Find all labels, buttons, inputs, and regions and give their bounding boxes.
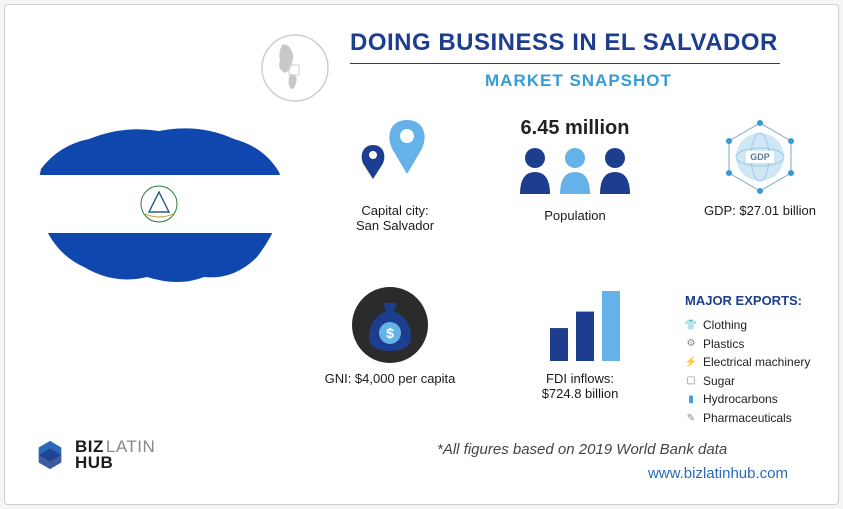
stat-fdi: FDI inflows: $724.8 billion — [505, 285, 655, 401]
electrical-icon: ⚡ — [685, 356, 697, 368]
plastics-icon: ⚙ — [685, 338, 697, 350]
map-pin-icon — [325, 117, 465, 197]
stat-population: 6.45 million Population — [495, 117, 655, 223]
gni-label: GNI: $4,000 per capita — [305, 371, 475, 386]
export-label: Sugar — [703, 372, 735, 391]
population-label: Population — [495, 208, 655, 223]
hydrocarbons-icon: ▮ — [685, 394, 697, 406]
capital-label: Capital city: — [325, 203, 465, 218]
exports-title: MAJOR EXPORTS: — [685, 293, 835, 308]
page-title: DOING BUSINESS IN EL SALVADOR — [350, 29, 778, 57]
export-label: Hydrocarbons — [703, 390, 778, 409]
logo-mark-icon — [33, 438, 67, 472]
export-label: Electrical machinery — [703, 353, 810, 372]
clothing-icon: 👕 — [685, 319, 697, 331]
export-label: Clothing — [703, 316, 747, 335]
stat-capital: Capital city: San Salvador — [325, 117, 465, 233]
svg-text:$: $ — [386, 325, 394, 341]
svg-text:GDP: GDP — [750, 152, 770, 162]
export-item: 👕 Clothing — [685, 316, 835, 335]
title-underline — [350, 63, 780, 64]
export-label: Pharmaceuticals — [703, 409, 792, 428]
el-salvador-map-icon — [29, 117, 289, 292]
gdp-label: GDP: $27.01 billion — [690, 203, 830, 218]
people-icon — [495, 144, 655, 200]
brand-logo: BIZLATIN HUB — [33, 438, 155, 472]
stat-exports: MAJOR EXPORTS: 👕 Clothing ⚙ Plastics ⚡ Electr… — [685, 293, 835, 428]
export-item: ⚙ Plastics — [685, 335, 835, 354]
globe-icon — [260, 33, 330, 103]
logo-text-hub: HUB — [75, 455, 155, 471]
fdi-label2: $724.8 billion — [505, 386, 655, 401]
export-item: ⚡ Electrical machinery — [685, 353, 835, 372]
export-item: ▮ Hydrocarbons — [685, 390, 835, 409]
export-label: Plastics — [703, 335, 744, 354]
bar-chart-icon — [505, 285, 655, 365]
website-url: www.bizlatinhub.com — [648, 465, 788, 482]
logo-text-latin: LATIN — [106, 437, 155, 456]
export-item: ▢ Sugar — [685, 372, 835, 391]
sugar-icon: ▢ — [685, 375, 697, 387]
stat-gdp: GDP GDP: $27.01 billion — [690, 117, 830, 218]
gdp-globe-icon: GDP — [690, 117, 830, 197]
pharma-icon: ✎ — [685, 412, 697, 424]
fdi-label1: FDI inflows: — [505, 371, 655, 386]
capital-value: San Salvador — [325, 218, 465, 233]
footnote: *All figures based on 2019 World Bank da… — [437, 441, 727, 458]
page-subtitle: MARKET SNAPSHOT — [485, 71, 672, 91]
money-bag-icon: $ — [305, 285, 475, 365]
export-item: ✎ Pharmaceuticals — [685, 409, 835, 428]
population-value: 6.45 million — [495, 117, 655, 140]
stat-gni: $ GNI: $4,000 per capita — [305, 285, 475, 386]
